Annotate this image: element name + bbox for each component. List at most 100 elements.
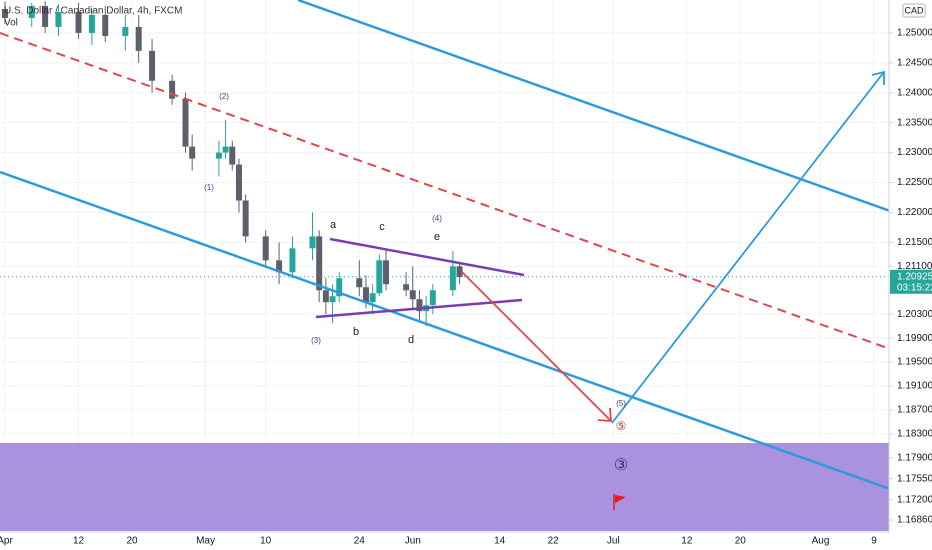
y-tick-label: 1.17550 (897, 473, 932, 484)
x-tick-label: 22 (548, 536, 560, 547)
axes: 1.25000 1.24500 1.24000 1.23500 1.23000 1.225… (0, 28, 932, 547)
y-tick-label: 1.18300 (897, 428, 932, 439)
countdown: 03:15:22 (897, 282, 932, 293)
y-tick-label: 1.21500 (897, 237, 932, 248)
last-price-label: 1.20925 (897, 271, 932, 282)
x-tick-label: 10 (260, 536, 272, 547)
wave-label: a (330, 219, 337, 231)
wave-label: b (353, 326, 359, 338)
y-tick-label: 1.20300 (897, 309, 932, 320)
candle-body (2, 8, 8, 18)
candle-body (28, 5, 35, 18)
y-tick-label: 1.24500 (897, 57, 932, 68)
candle-body (262, 236, 269, 261)
channel-mid (0, 32, 894, 351)
candle-body (169, 80, 176, 99)
candle-body (289, 248, 296, 273)
y-tick-label: 1.23000 (897, 147, 932, 158)
arrowhead-down (597, 407, 612, 422)
candle-body (222, 146, 229, 153)
candle-body (356, 278, 363, 288)
volume-label: Vol (4, 18, 18, 29)
candle-body (403, 284, 410, 291)
currency-box (902, 3, 926, 18)
candle-body (309, 236, 316, 249)
wave-label: (5) (616, 399, 626, 408)
wave-label: ⑤ (616, 419, 627, 433)
x-tick-label: 24 (354, 536, 366, 547)
x-tick-label: Jun (405, 536, 421, 547)
arrowhead-up (871, 70, 885, 85)
x-tick-label: 12 (73, 536, 85, 547)
x-tick-label: Apr (0, 536, 13, 547)
candle-body (369, 293, 376, 303)
candle-body (229, 146, 236, 165)
wave-label: (1) (204, 183, 214, 192)
wave-label: (3) (311, 336, 321, 345)
x-tick-label: 20 (735, 536, 747, 547)
candle-body (42, 5, 49, 27)
symbol-title: U.S. Dollar / Canadian Dollar, 4h, FXCM (4, 6, 182, 17)
x-tick-label: 14 (494, 536, 506, 547)
candle-body (235, 164, 242, 201)
x-tick-label: May (196, 536, 215, 547)
candle-body (55, 11, 62, 27)
candle-body (316, 236, 323, 291)
candle-body (336, 278, 343, 297)
y-tick-label: 1.19500 (897, 357, 932, 368)
candle-body (122, 26, 129, 36)
y-tick-label: 1.16860 (897, 515, 932, 526)
candle-body (189, 146, 196, 159)
arrow-down (461, 271, 612, 422)
candle-body (88, 14, 95, 33)
candle-body (362, 287, 369, 303)
channel-lower (0, 170, 894, 492)
candle-body (383, 260, 390, 285)
x-tick-label: 9 (871, 536, 877, 547)
candle-body (215, 152, 222, 159)
y-tick-label: 1.22500 (897, 177, 932, 188)
y-tick-label: 1.23500 (897, 117, 932, 128)
y-tick-label: 1.17200 (897, 494, 932, 505)
candle-body (242, 200, 249, 237)
channel-upper (297, 0, 894, 214)
candle-body (329, 296, 336, 303)
triangle-upper (329, 237, 525, 277)
y-tick-label: 1.24000 (897, 87, 932, 98)
wave-label: (2) (219, 92, 229, 101)
wave-label: c (379, 221, 385, 233)
y-tick-label: 1.25000 (897, 28, 932, 39)
candle-body (449, 266, 456, 291)
x-tick-label: Aug (812, 536, 830, 547)
candle-body (322, 290, 329, 303)
wave-label: e (434, 231, 440, 243)
candle-body (182, 98, 189, 147)
candle-body (276, 260, 283, 273)
wave-label: d (408, 334, 414, 346)
currency: CAD (904, 5, 924, 15)
y-tick-label: 1.19100 (897, 381, 932, 392)
candle-body (75, 11, 82, 33)
y-tick-label: 1.21100 (897, 261, 932, 272)
candles (0, 1, 889, 327)
y-tick-label: 1.19900 (897, 333, 932, 344)
candle-body (149, 50, 156, 81)
target-zone (0, 443, 889, 531)
y-tick-label: 1.17900 (897, 452, 932, 463)
y-tick-label: 1.18700 (897, 405, 932, 416)
wave-label: ③ (614, 457, 628, 474)
y-tick-label: 1.22000 (897, 207, 932, 218)
candle-body (429, 290, 436, 306)
candle-body (135, 26, 142, 51)
last-price-box (890, 269, 932, 294)
wave-label: (4) (432, 214, 442, 223)
x-tick-label: Jul (607, 536, 620, 547)
arrow-up (611, 71, 885, 424)
candle-body (376, 260, 383, 294)
x-tick-label: 12 (681, 536, 693, 547)
triangle-lower (315, 298, 523, 319)
candle-body (456, 266, 463, 278)
candle-body (409, 290, 416, 300)
time-axis (0, 532, 932, 550)
